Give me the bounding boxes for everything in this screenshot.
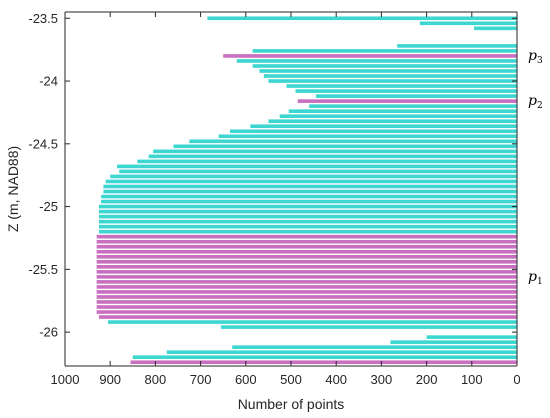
- x-tick-label-2: 800: [145, 372, 167, 387]
- bar-41: [96, 234, 517, 239]
- y-tick-label-4: -24: [39, 74, 58, 89]
- bar-50: [96, 280, 517, 284]
- bar-17: [279, 114, 517, 118]
- bar-56: [96, 310, 517, 314]
- bar-24: [153, 149, 517, 154]
- bars: [96, 16, 518, 365]
- bar-18: [268, 119, 517, 124]
- bar-3: [397, 44, 517, 48]
- y-tick-label-5: -23.5: [28, 11, 58, 26]
- x-tick-label-10: 0: [513, 372, 520, 387]
- bar-15: [309, 104, 517, 108]
- bar-55: [96, 305, 517, 309]
- bar-0: [207, 16, 517, 21]
- bar-27: [116, 164, 517, 169]
- bar-46: [96, 260, 517, 264]
- x-tick-label-9: 100: [461, 372, 483, 387]
- bar-49: [96, 275, 517, 279]
- bar-12: [295, 89, 517, 93]
- bar-5: [223, 54, 517, 58]
- bar-10: [268, 79, 517, 83]
- bar-51: [96, 285, 517, 289]
- x-tick-label-8: 200: [416, 372, 438, 387]
- bar-40: [98, 229, 518, 234]
- x-tick-label-1: 900: [99, 372, 121, 387]
- bar-26: [137, 159, 517, 164]
- bar-9: [263, 74, 517, 78]
- bar-31: [103, 184, 518, 189]
- bar-6: [236, 59, 517, 63]
- y-tick-label-3: -24.5: [28, 136, 58, 151]
- y-tick-label-2: -25: [39, 199, 58, 214]
- y-axis-label: Z (m, NAD88): [5, 146, 21, 232]
- x-tick-label-4: 600: [235, 372, 257, 387]
- bar-37: [98, 214, 518, 219]
- x-tick-label-3: 700: [190, 372, 212, 387]
- bar-64: [132, 355, 518, 360]
- bar-45: [96, 254, 517, 259]
- bar-11: [286, 84, 517, 88]
- annotation-2: p1: [528, 269, 543, 287]
- bar-14: [297, 99, 517, 103]
- y-tick-label-0: -26: [39, 325, 58, 340]
- x-axis-label: Number of points: [238, 396, 345, 412]
- bar-53: [96, 295, 517, 299]
- bar-57: [98, 315, 518, 319]
- bar-29: [110, 174, 517, 179]
- y-tick-label-1: -25.5: [28, 262, 58, 277]
- bar-20: [229, 129, 518, 134]
- bar-33: [101, 194, 517, 199]
- bar-59: [220, 325, 517, 329]
- bar-22: [189, 139, 518, 144]
- bar-44: [96, 249, 517, 254]
- bar-43: [96, 244, 517, 249]
- bar-65: [130, 360, 518, 365]
- bar-21: [218, 134, 517, 139]
- axes: [64, 11, 518, 367]
- bar-1: [419, 21, 517, 26]
- bar-60: [426, 335, 517, 339]
- bar-4: [252, 49, 517, 53]
- bar-34: [101, 199, 517, 204]
- x-tick-label-5: 500: [280, 372, 302, 387]
- bar-19: [250, 124, 517, 129]
- tick-labels: 1000 900 800 700 600 500 400 300 200 100 0-26-25.5…: [28, 11, 520, 387]
- x-tick-label-0: 1000: [51, 372, 80, 387]
- bar-63: [166, 350, 517, 354]
- annotations: p3 p2 p1: [528, 48, 543, 287]
- x-tick-label-7: 300: [371, 372, 393, 387]
- bar-58: [107, 320, 517, 324]
- bar-62: [232, 345, 518, 349]
- bar-28: [119, 169, 518, 174]
- annotation-0: p3: [528, 48, 543, 66]
- x-tick-label-6: 400: [325, 372, 347, 387]
- bar-39: [98, 224, 518, 229]
- bar-36: [98, 209, 518, 214]
- bar-32: [103, 189, 518, 194]
- bar-2: [474, 26, 517, 31]
- bar-30: [105, 179, 518, 184]
- bar-23: [173, 144, 518, 149]
- bar-61: [390, 340, 517, 344]
- bar-7: [252, 64, 517, 68]
- bar-38: [98, 219, 518, 224]
- bar-47: [96, 265, 517, 269]
- bar-52: [96, 290, 517, 294]
- bar-48: [96, 270, 517, 274]
- annotation-1: p2: [528, 93, 543, 111]
- bar-54: [96, 300, 517, 304]
- bar-25: [148, 154, 517, 159]
- bar-35: [98, 204, 518, 209]
- bar-42: [96, 239, 517, 244]
- bar-16: [288, 109, 517, 113]
- bar-13: [315, 94, 517, 98]
- bar-8: [259, 69, 517, 73]
